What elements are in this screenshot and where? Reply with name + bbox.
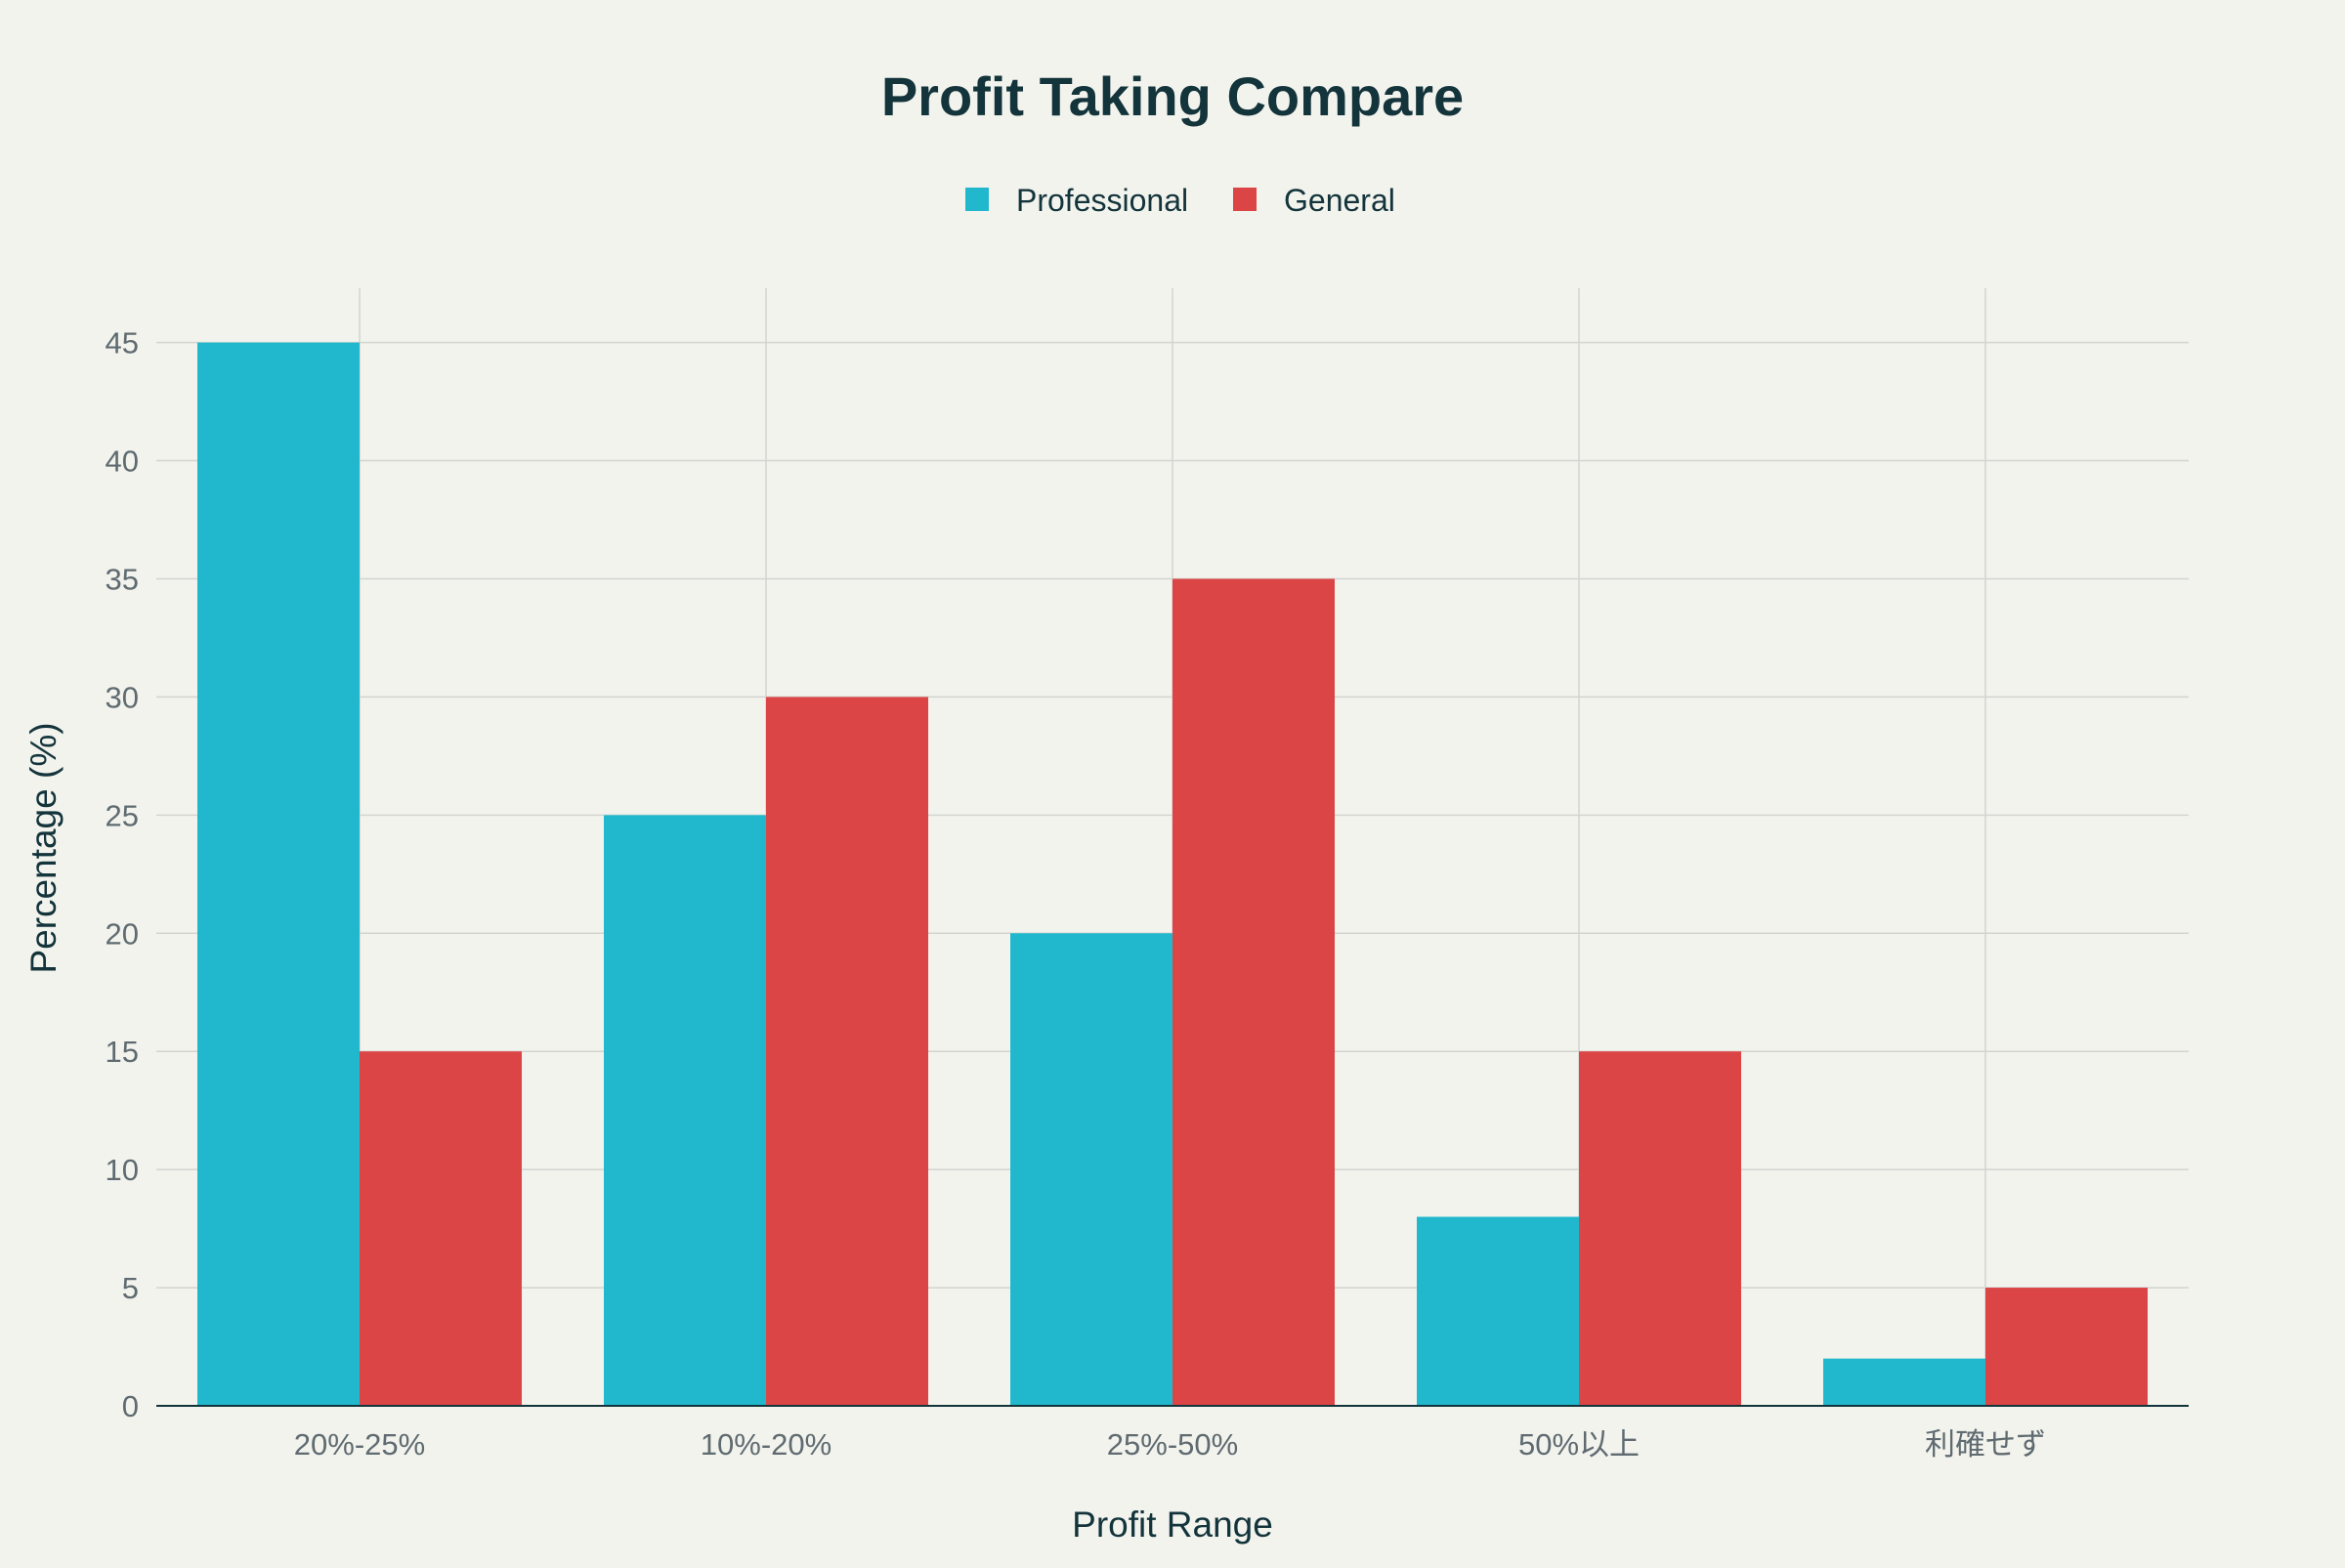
legend-swatch-general xyxy=(1233,188,1257,211)
bar-professional-3 xyxy=(1417,1216,1579,1406)
y-tick-label-25: 25 xyxy=(106,798,139,832)
legend: Professional General xyxy=(965,183,1395,218)
y-tick-label-35: 35 xyxy=(106,562,139,596)
x-tick-label-4: 利確せず xyxy=(1925,1427,2046,1462)
y-tick-label-40: 40 xyxy=(106,445,139,479)
x-tick-label-2: 25%-50% xyxy=(1107,1427,1238,1462)
x-axis-ticks: 20%-25% 10%-20% 25%-50% 50%以上 利確せず xyxy=(294,1427,2046,1462)
y-axis-title: Percentage (%) xyxy=(23,722,64,973)
y-axis-ticks: 0 5 10 15 20 25 30 35 40 45 xyxy=(106,326,139,1423)
x-tick-label-0: 20%-25% xyxy=(294,1427,425,1462)
chart-title: Profit Taking Compare xyxy=(881,65,1464,127)
bars xyxy=(197,342,2148,1406)
x-tick-label-3: 50%以上 xyxy=(1518,1427,1640,1462)
y-tick-label-10: 10 xyxy=(106,1153,139,1187)
legend-label-professional: Professional xyxy=(1016,183,1188,218)
x-tick-label-1: 10%-20% xyxy=(701,1427,831,1462)
bar-general-0 xyxy=(360,1051,522,1406)
bar-general-1 xyxy=(766,697,928,1406)
y-tick-label-30: 30 xyxy=(106,680,139,714)
y-tick-label-5: 5 xyxy=(122,1271,139,1305)
y-tick-label-15: 15 xyxy=(106,1035,139,1069)
bar-professional-0 xyxy=(197,342,360,1406)
bar-professional-2 xyxy=(1010,933,1172,1406)
bar-general-4 xyxy=(1985,1288,2148,1406)
y-tick-label-20: 20 xyxy=(106,916,139,951)
legend-label-general: General xyxy=(1284,183,1395,218)
y-tick-label-45: 45 xyxy=(106,326,139,360)
legend-swatch-professional xyxy=(965,188,989,211)
x-axis-title: Profit Range xyxy=(1072,1504,1273,1545)
bar-professional-1 xyxy=(604,815,766,1406)
bar-general-2 xyxy=(1172,578,1335,1406)
y-tick-label-0: 0 xyxy=(122,1389,139,1423)
bar-professional-4 xyxy=(1823,1358,1985,1406)
bar-general-3 xyxy=(1579,1051,1741,1406)
